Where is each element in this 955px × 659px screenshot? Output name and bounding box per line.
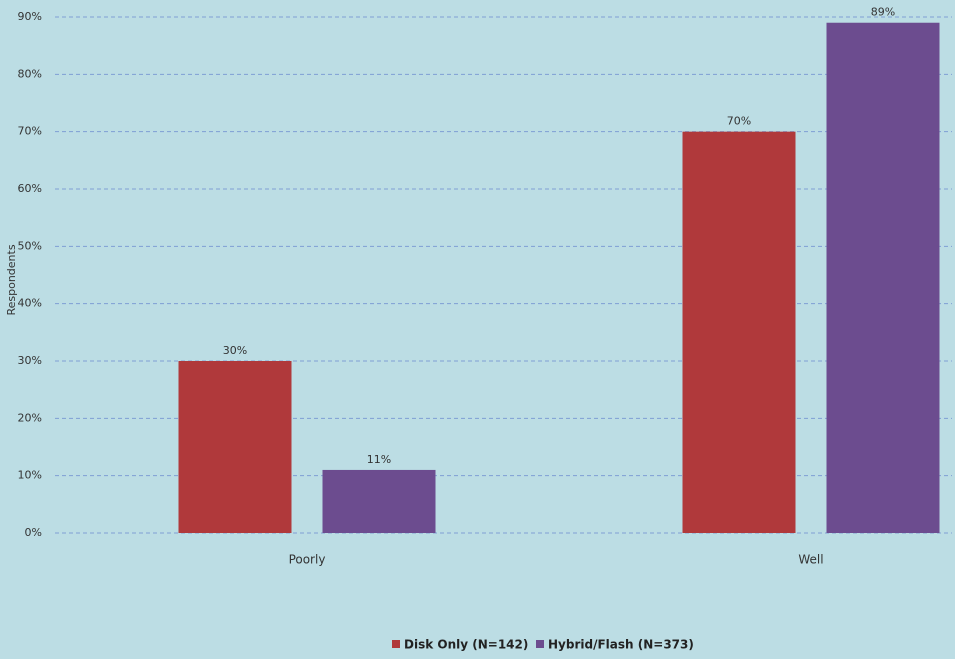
y-tick-label: 20% [18,411,42,424]
y-axis-label: Respondents [5,244,18,315]
x-tick-label: Well [798,553,823,567]
value-label: 11% [367,453,391,466]
legend-label: Hybrid/Flash (N=373) [548,638,694,652]
bar [322,469,436,533]
legend-swatch [536,640,544,648]
legend-label: Disk Only (N=142) [404,638,528,652]
y-tick-label: 70% [18,125,42,138]
legend-swatch [392,640,400,648]
y-tick-label: 80% [18,67,42,80]
y-tick-label: 50% [18,239,42,252]
bar [682,131,796,533]
y-tick-label: 0% [25,526,42,539]
x-tick-label: Poorly [289,553,326,567]
y-tick-label: 90% [18,10,42,23]
bar [826,22,940,533]
y-tick-label: 30% [18,354,42,367]
y-tick-label: 40% [18,297,42,310]
value-label: 70% [727,115,751,128]
value-label: 30% [223,344,247,357]
y-tick-label: 10% [18,469,42,482]
y-tick-label: 60% [18,182,42,195]
bar [178,361,292,533]
value-label: 89% [871,6,895,19]
